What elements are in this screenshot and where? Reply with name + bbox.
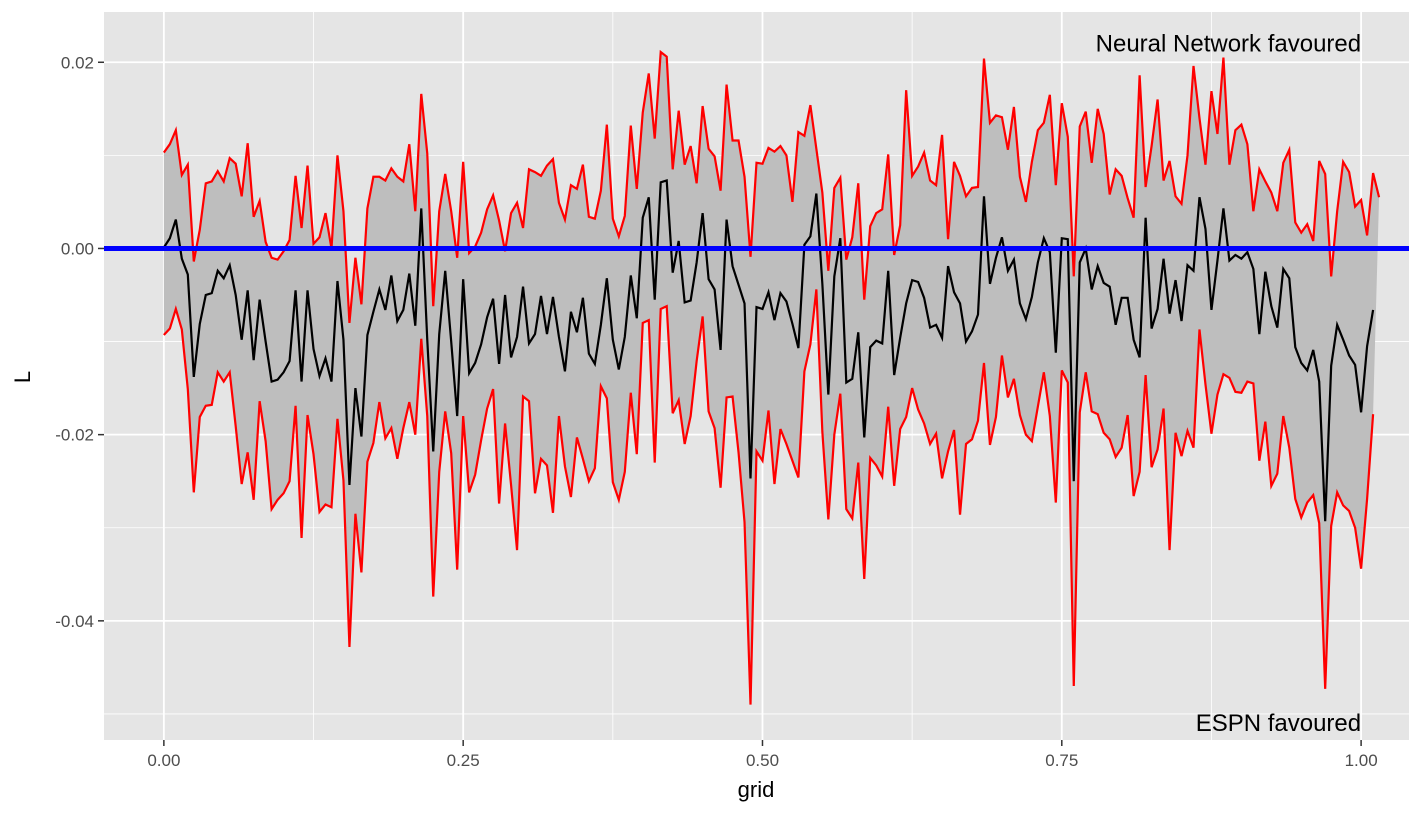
- estimate-line: [162, 179, 1375, 522]
- y-tick-label: -0.02: [55, 426, 94, 445]
- y-tick-label: -0.04: [55, 612, 94, 631]
- y-tick-label: 0.02: [61, 53, 94, 72]
- x-tick-label: 0.75: [1045, 751, 1078, 770]
- x-axis-ticks: 0.00 0.25 0.50 0.75 1.00: [147, 740, 1378, 770]
- y-axis-title: L: [10, 371, 35, 383]
- lower-bound-line: [163, 289, 1375, 705]
- annotation-espn-favoured: ESPN favoured: [1196, 710, 1361, 737]
- y-tick-label: 0.00: [61, 239, 94, 258]
- confidence-ribbon: [163, 52, 1380, 705]
- x-axis-title: grid: [738, 777, 775, 802]
- x-tick-label: 0.25: [447, 751, 480, 770]
- x-tick-label: 0.00: [147, 751, 180, 770]
- annotation-neural-network-favoured: Neural Network favoured: [1096, 31, 1361, 58]
- y-axis-ticks: -0.04 -0.02 0.00 0.02: [55, 53, 104, 631]
- upper-bound-line: [162, 49, 1381, 324]
- x-tick-label: 0.50: [746, 751, 779, 770]
- x-tick-label: 1.00: [1345, 751, 1378, 770]
